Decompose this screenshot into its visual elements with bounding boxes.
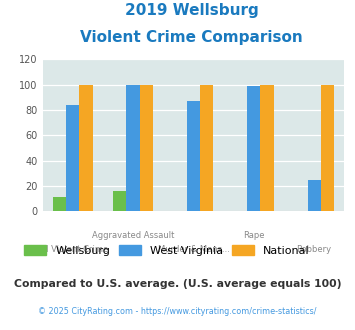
Bar [126,85,140,211]
Bar [140,85,153,211]
Legend: Wellsburg, West Virginia, National: Wellsburg, West Virginia, National [20,241,315,260]
Text: © 2025 CityRating.com - https://www.cityrating.com/crime-statistics/: © 2025 CityRating.com - https://www.city… [38,307,317,316]
Bar [261,85,274,211]
Bar [200,85,213,211]
Text: 2019 Wellsburg: 2019 Wellsburg [125,3,258,18]
Bar [53,197,66,211]
Bar [66,105,80,211]
Text: Violent Crime Comparison: Violent Crime Comparison [80,30,303,45]
Text: Aggravated Assault: Aggravated Assault [92,231,174,240]
Text: Compared to U.S. average. (U.S. average equals 100): Compared to U.S. average. (U.S. average … [14,279,341,289]
Text: Rape: Rape [243,231,264,240]
Text: Murder & Mans...: Murder & Mans... [158,245,229,253]
Bar [187,101,200,211]
Bar [80,85,93,211]
Bar [247,86,261,211]
Bar [307,180,321,211]
Bar [321,85,334,211]
Text: Robbery: Robbery [297,245,332,253]
Text: All Violent Crime: All Violent Crime [38,245,108,253]
Bar [113,191,126,211]
